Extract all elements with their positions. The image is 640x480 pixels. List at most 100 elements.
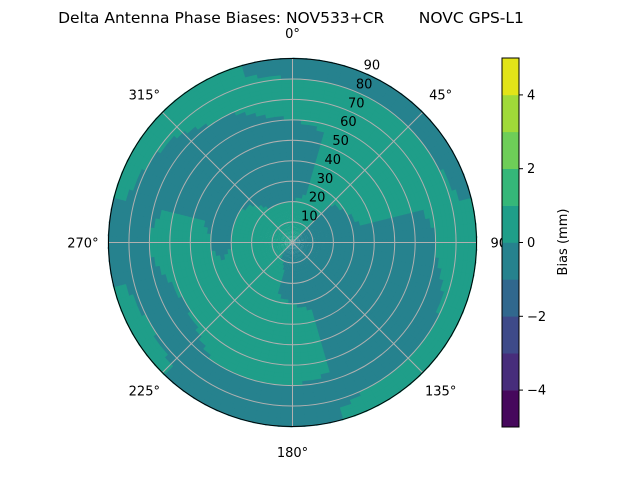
contour-cell	[319, 109, 332, 118]
contour-cell	[422, 308, 433, 323]
colorbar-segment	[502, 168, 519, 206]
contour-cell	[358, 363, 371, 374]
contour-cell	[404, 322, 416, 335]
contour-cell	[438, 141, 450, 157]
contour-cell	[323, 89, 338, 98]
contour-cell	[337, 137, 348, 146]
contour-cell	[346, 361, 359, 371]
contour-cell	[427, 237, 433, 249]
contour-cell	[454, 271, 463, 286]
contour-cell	[301, 231, 307, 236]
contour-cell	[414, 129, 427, 144]
contour-cell	[296, 240, 302, 242]
contour-cell	[355, 383, 370, 394]
contour-cell	[332, 231, 338, 236]
contour-cell	[296, 239, 302, 242]
contour-cell	[409, 281, 418, 294]
contour-cell	[327, 339, 338, 348]
contour-cell	[468, 236, 474, 251]
contour-cell	[388, 193, 397, 204]
contour-cell	[383, 112, 397, 125]
contour-cell	[405, 174, 416, 187]
contour-cell	[401, 320, 412, 333]
contour-cell	[449, 308, 461, 324]
contour-cell	[292, 135, 302, 141]
contour-cell	[337, 237, 343, 242]
contour-cell	[324, 395, 338, 404]
contour-cell	[329, 65, 345, 75]
contour-cell	[296, 249, 301, 254]
colorbar-label: Bias (mm)	[556, 209, 571, 276]
contour-cell	[350, 331, 361, 341]
contour-cell	[318, 113, 331, 122]
contour-cell	[396, 380, 412, 394]
contour-cell	[356, 341, 368, 352]
contour-cell	[291, 368, 302, 375]
contour-cell	[340, 68, 357, 78]
contour-cell	[397, 269, 405, 280]
contour-cell	[337, 274, 345, 282]
contour-cell	[428, 185, 438, 199]
contour-cell	[357, 134, 369, 145]
contour-cell	[458, 272, 467, 288]
contour-cell	[455, 200, 463, 216]
contour-cell	[385, 320, 397, 332]
contour-cell	[420, 320, 432, 334]
contour-cell	[442, 269, 451, 283]
contour-cell	[319, 372, 332, 380]
contour-cell	[344, 232, 351, 238]
contour-cell	[295, 236, 301, 241]
contour-cell	[326, 145, 336, 154]
colorbar-tick-label: 4	[527, 88, 535, 103]
contour-cell	[377, 374, 392, 387]
contour-cell	[290, 389, 304, 395]
contour-cell	[447, 282, 456, 297]
contour-cell	[377, 355, 391, 367]
contour-cell	[469, 261, 477, 277]
contour-cell	[455, 174, 465, 190]
contour-cell	[384, 195, 393, 206]
contour-cell	[414, 157, 426, 171]
contour-cell	[293, 233, 295, 239]
contour-cell	[300, 245, 305, 248]
contour-cell	[342, 380, 357, 390]
contour-cell	[443, 281, 452, 295]
contour-cell	[334, 92, 348, 101]
contour-cell	[409, 203, 417, 215]
contour-cell	[393, 303, 403, 315]
contour-cell	[372, 333, 384, 345]
contour-cell	[296, 242, 302, 245]
contour-cell	[334, 122, 346, 131]
contour-cell	[299, 251, 304, 257]
contour-cell	[298, 156, 306, 162]
contour-cell	[400, 127, 413, 140]
contour-cell	[295, 249, 299, 255]
contour-cell	[446, 165, 457, 180]
contour-cell	[443, 319, 455, 335]
contour-cell	[414, 143, 427, 157]
contour-cell	[335, 118, 348, 128]
contour-cell	[430, 160, 441, 175]
contour-cell	[424, 198, 433, 211]
contour-cell	[365, 100, 379, 112]
contour-cell	[352, 353, 365, 364]
contour-cell	[292, 74, 307, 80]
contour-cell	[348, 395, 363, 406]
contour-cell	[290, 413, 305, 420]
contour-cell	[341, 332, 352, 342]
contour-cell	[403, 335, 416, 349]
contour-cell	[327, 411, 343, 420]
contour-cell	[361, 234, 367, 241]
contour-cell	[294, 245, 298, 251]
contour-cell	[323, 391, 337, 400]
contour-cell	[387, 202, 395, 212]
contour-cell	[414, 112, 429, 127]
contour-cell	[298, 252, 302, 258]
contour-cell	[384, 384, 399, 397]
contour-cell	[364, 374, 378, 385]
contour-cell	[361, 244, 367, 252]
contour-cell	[364, 123, 376, 135]
radial-tick-label: 30	[317, 172, 334, 187]
contour-cell	[295, 213, 299, 219]
contour-cell	[304, 240, 310, 243]
